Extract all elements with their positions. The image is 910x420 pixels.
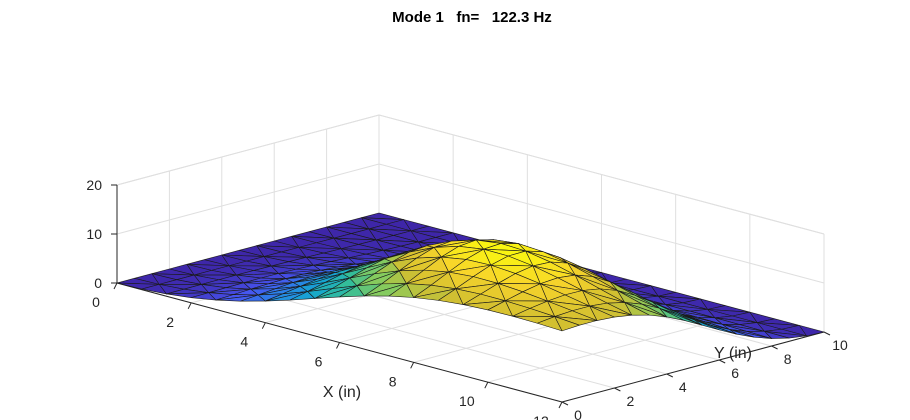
y-tick-label: 2 [627, 393, 635, 409]
y-axis-line [561, 331, 825, 403]
axes-frame [111, 184, 831, 409]
surface-facet [487, 300, 513, 317]
surface-facet [536, 316, 563, 332]
x-tick-label: 6 [315, 354, 323, 370]
x-tick-mark [261, 322, 266, 329]
box-edge [378, 114, 825, 235]
x-axis-label: X (in) [323, 384, 361, 401]
box-edge [116, 114, 380, 186]
y-tick-mark [561, 401, 569, 406]
surface-plot [116, 212, 825, 339]
grid-line [116, 163, 380, 235]
surface-facet [438, 288, 464, 305]
y-tick-mark [614, 387, 621, 392]
x-tick-label: 12 [533, 413, 549, 420]
surface-facet [388, 283, 414, 298]
y-tick-label: 6 [731, 365, 739, 381]
z-tick-label: 0 [94, 275, 102, 291]
x-tick-label: 10 [459, 393, 475, 409]
y-tick-mark [771, 345, 778, 350]
surface-facet [339, 285, 365, 298]
y-tick-mark [718, 359, 726, 364]
y-tick-label: 4 [679, 379, 687, 395]
x-tick-label: 2 [166, 314, 174, 330]
y-tick-label: 8 [784, 351, 792, 367]
x-tick-mark [484, 381, 489, 389]
x-tick-label: 0 [92, 294, 100, 310]
surface-facet [190, 292, 217, 301]
y-tick-label: 0 [574, 407, 582, 420]
surface-facet [141, 284, 167, 295]
x-tick-mark [113, 282, 118, 290]
x-tick-mark [558, 401, 563, 409]
chart-title: Mode 1 fn= 122.3 Hz [392, 9, 552, 26]
y-tick-label: 10 [832, 337, 848, 353]
y-tick-mark [666, 373, 674, 378]
y-axis-label: Y (in) [714, 345, 752, 362]
x-tick-mark [187, 302, 192, 310]
z-tick-label: 10 [86, 226, 102, 242]
x-tick-label: 4 [240, 334, 248, 350]
surface-facet [289, 291, 316, 301]
x-tick-label: 8 [389, 373, 397, 389]
grid-line [378, 163, 825, 284]
x-tick-mark [410, 362, 415, 369]
z-tick-label: 20 [86, 177, 102, 193]
x-tick-mark [336, 342, 340, 349]
axes-text: Mode 1 fn= 122.3 Hz X (in) Y (in) 010200… [86, 9, 848, 420]
y-tick-mark [823, 331, 831, 336]
surface-facet [240, 294, 266, 302]
